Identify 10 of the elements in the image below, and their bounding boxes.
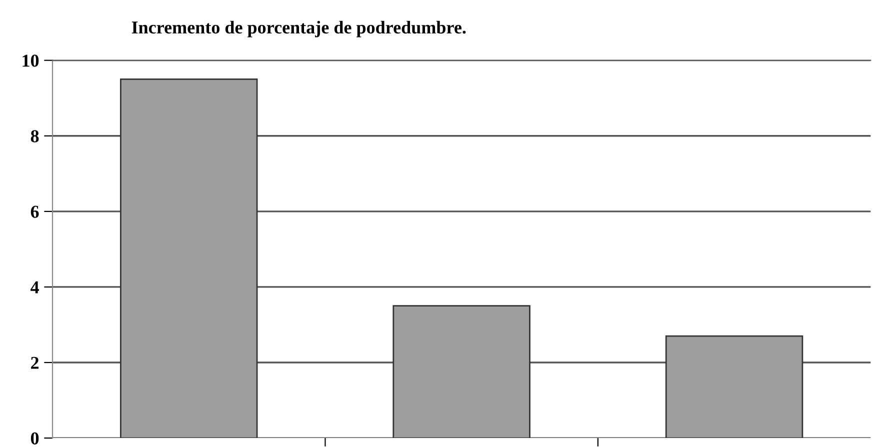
bar [392, 305, 530, 438]
bar [120, 78, 258, 438]
y-tick-label: 4 [30, 281, 39, 294]
y-tick-label: 2 [31, 356, 39, 369]
bar [665, 335, 804, 438]
chart-title: Incremento de porcentaje de podredumbre. [132, 20, 466, 38]
y-tick-label: 0 [30, 432, 39, 444]
y-tick-label: 8 [30, 130, 39, 142]
y-tick-label: 10 [22, 54, 39, 67]
y-tick-label: 6 [30, 206, 39, 218]
